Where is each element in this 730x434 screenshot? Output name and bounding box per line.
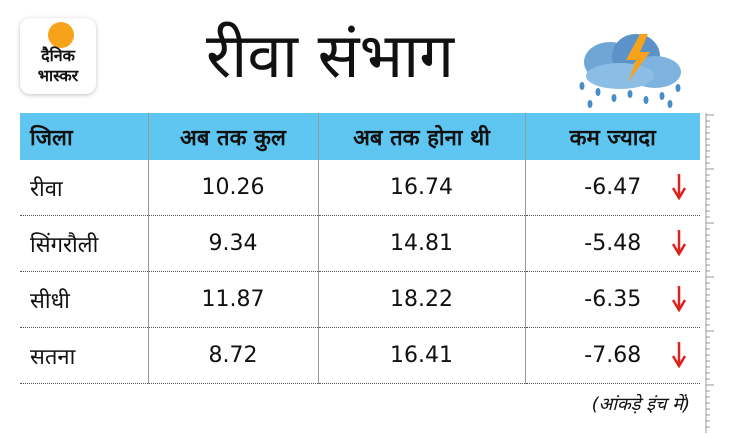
- table-row: सतना 8.72 16.41 -7.68: [20, 327, 700, 384]
- down-arrow: [672, 286, 686, 312]
- district-cell: सिंगरौली: [20, 215, 148, 272]
- district-cell: सतना: [20, 327, 148, 384]
- logo: दैनिक भास्कर: [20, 18, 96, 94]
- weather-icon: [579, 34, 681, 108]
- value-cell: 16.74: [317, 160, 525, 216]
- header-row: जिला अब तक कुल अब तक होना थी कम ज्यादा: [20, 113, 700, 160]
- title: रीवा संभाग: [205, 19, 455, 92]
- value-cell: -5.48: [524, 215, 700, 272]
- logo-text: दैनिक: [41, 46, 75, 65]
- data-table: जिला अब तक कुल अब तक होना थी कम ज्यादा रीवा…: [20, 113, 700, 384]
- value-cell: 18.22: [317, 271, 525, 328]
- column-header: अब तक कुल: [147, 113, 318, 160]
- value-cell: 8.72: [147, 327, 318, 384]
- column-header: अब तक होना थी: [317, 113, 525, 160]
- footnote: (आंकड़े इंच में): [591, 394, 690, 415]
- value-cell: -6.47: [524, 160, 700, 216]
- table-row: रीवा 10.26 16.74 -6.47: [20, 160, 700, 216]
- value-cell: 14.81: [317, 215, 525, 272]
- table-row: सिंगरौली 9.34 14.81 -5.48: [20, 215, 700, 272]
- logo-sun: [48, 22, 74, 48]
- value-cell: -7.68: [524, 327, 700, 384]
- down-arrow: [672, 230, 686, 256]
- down-arrow: [672, 342, 686, 368]
- column-header: जिला: [20, 113, 148, 160]
- value-cell: 10.26: [147, 160, 318, 216]
- ruler: [705, 113, 714, 433]
- value-cell: 16.41: [317, 327, 525, 384]
- value-cell: 9.34: [147, 215, 318, 272]
- column-header: कम ज्यादा: [524, 113, 700, 160]
- value-cell: -6.35: [524, 271, 700, 328]
- value-cell: 11.87: [147, 271, 318, 328]
- logo-text: भास्कर: [37, 66, 79, 85]
- down-arrow: [672, 174, 686, 200]
- district-cell: सीधी: [20, 271, 148, 328]
- district-cell: रीवा: [20, 160, 148, 216]
- table-row: सीधी 11.87 18.22 -6.35: [20, 271, 700, 328]
